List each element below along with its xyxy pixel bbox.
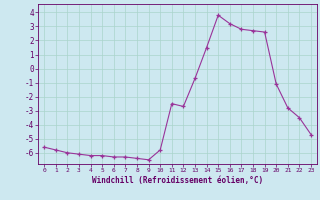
X-axis label: Windchill (Refroidissement éolien,°C): Windchill (Refroidissement éolien,°C) xyxy=(92,176,263,185)
